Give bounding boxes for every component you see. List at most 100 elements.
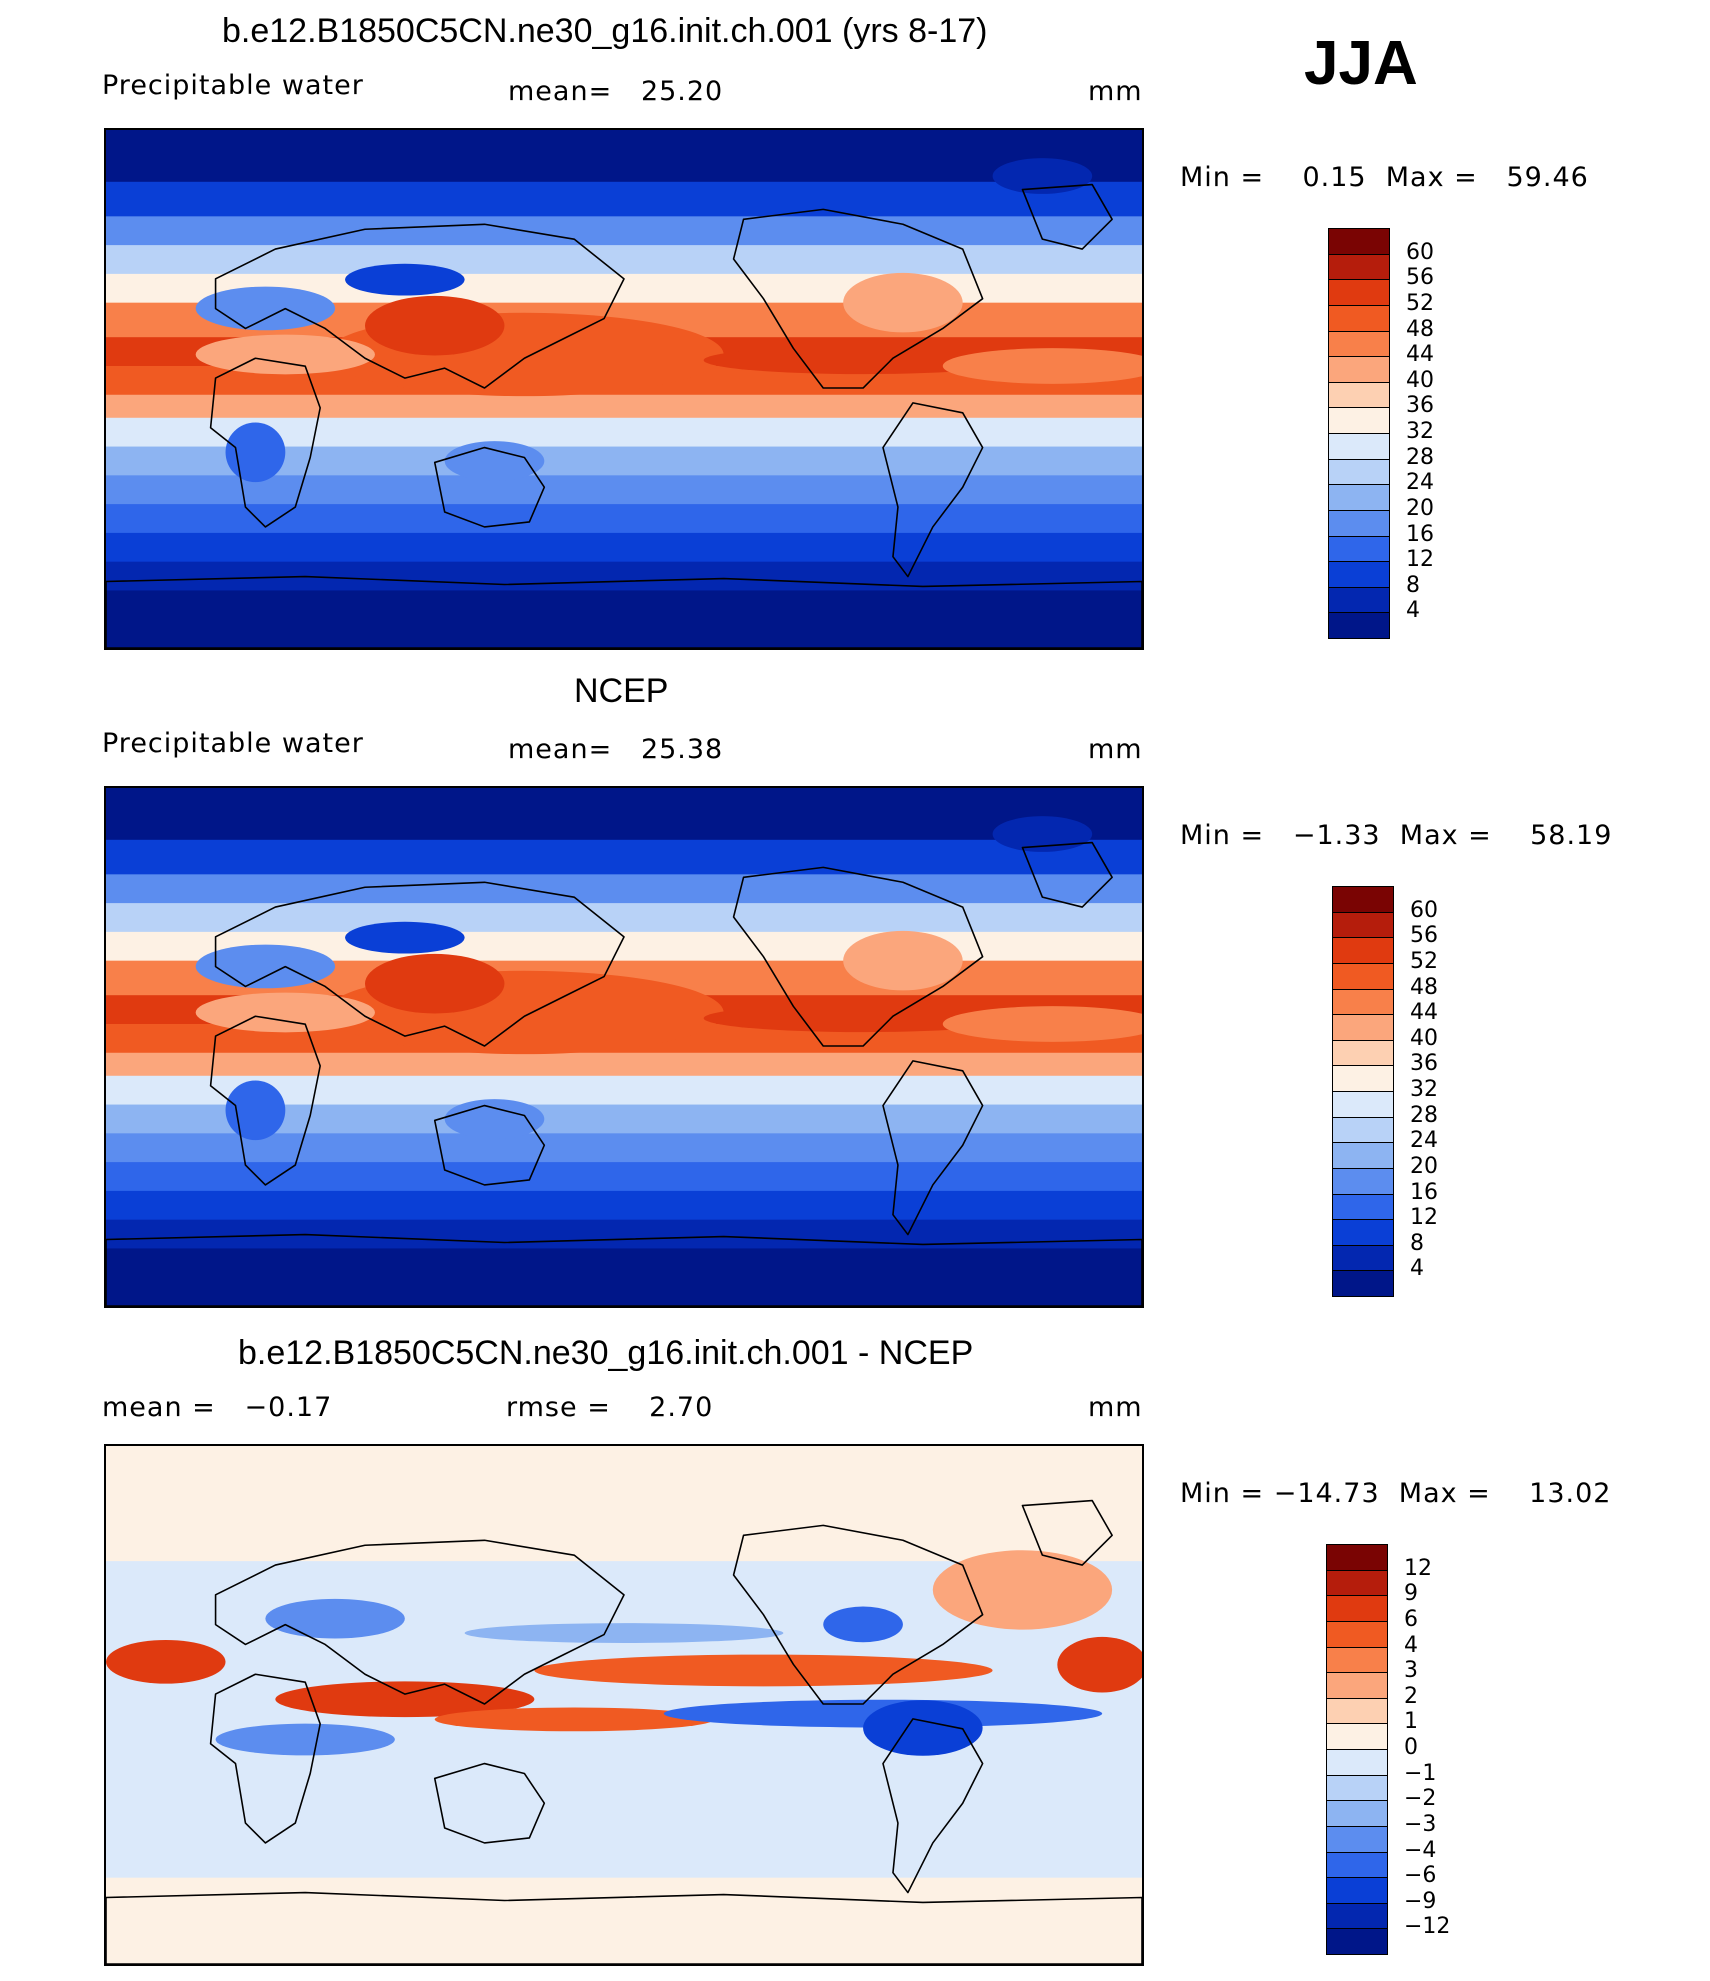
colorbar-swatch bbox=[1332, 1244, 1394, 1272]
panel-2-map bbox=[104, 786, 1144, 1308]
panel-1-minmax: Min = 0.15 Max = 59.46 bbox=[1180, 162, 1589, 193]
colorbar-tick-label: 6 bbox=[1404, 1606, 1418, 1632]
colorbar-tick-label: 44 bbox=[1406, 342, 1434, 368]
colorbar-tick-label: −3 bbox=[1404, 1811, 1437, 1837]
panel-1-variable-label: Precipitable water bbox=[102, 70, 364, 101]
colorbar-swatch bbox=[1326, 1825, 1388, 1853]
panel-1-map-svg bbox=[106, 130, 1142, 648]
colorbar-tick-label: 28 bbox=[1406, 444, 1434, 470]
panel-3-units-label: mm bbox=[1088, 1392, 1143, 1423]
colorbar-tick-label: 28 bbox=[1410, 1102, 1438, 1128]
colorbar-swatch bbox=[1328, 458, 1390, 486]
panel-2-mean-label: mean= 25.38 bbox=[508, 734, 724, 765]
colorbar-swatch bbox=[1332, 1039, 1394, 1067]
colorbar-swatch bbox=[1332, 911, 1394, 939]
colorbar-tick-label: 32 bbox=[1410, 1077, 1438, 1102]
colorbar-tick-label: 8 bbox=[1410, 1230, 1424, 1256]
colorbar-tick-label: 56 bbox=[1406, 265, 1434, 291]
colorbar-swatch bbox=[1326, 1902, 1388, 1930]
colorbar-tick-label: 9 bbox=[1404, 1581, 1418, 1607]
colorbar-swatch bbox=[1326, 1569, 1388, 1597]
colorbar-swatch bbox=[1326, 1928, 1388, 1955]
colorbar-swatch bbox=[1326, 1851, 1388, 1879]
panel-3-map-svg bbox=[106, 1446, 1142, 1964]
colorbar-tick-label: −2 bbox=[1404, 1786, 1437, 1812]
colorbar-tick-label: 0 bbox=[1404, 1735, 1418, 1760]
panel-2-map-svg bbox=[106, 788, 1142, 1306]
colorbar-swatch bbox=[1326, 1595, 1388, 1622]
colorbar-tick-label: 24 bbox=[1406, 470, 1434, 496]
colorbar-tick-label: 4 bbox=[1410, 1256, 1424, 1282]
panel-1-colorbar: 60 56 52 48 44 40 36 32 28 24 20 16 12 8 4 bbox=[1328, 228, 1434, 639]
colorbar-swatch bbox=[1332, 1014, 1394, 1041]
colorbar-tick-label: 48 bbox=[1410, 974, 1438, 1000]
colorbar-tick-label: 4 bbox=[1406, 598, 1420, 624]
panel-3-minmax: Min = −14.73 Max = 13.02 bbox=[1180, 1478, 1612, 1509]
colorbar-swatch bbox=[1332, 1091, 1394, 1118]
colorbar-swatch bbox=[1328, 228, 1390, 255]
panel-3-title: b.e12.B1850C5CN.ne30_g16.init.ch.001 - N… bbox=[238, 1334, 974, 1372]
colorbar-swatch bbox=[1326, 1774, 1388, 1802]
colorbar-swatch bbox=[1326, 1620, 1388, 1648]
colorbar-swatch bbox=[1332, 1142, 1394, 1169]
colorbar-swatch bbox=[1328, 561, 1390, 588]
colorbar-swatch bbox=[1328, 535, 1390, 563]
panel-1-title: b.e12.B1850C5CN.ne30_g16.init.ch.001 (yr… bbox=[222, 12, 988, 50]
colorbar-tick-label: 44 bbox=[1410, 1000, 1438, 1026]
panel-1-map bbox=[104, 128, 1144, 650]
panel-2-minmax: Min = −1.33 Max = 58.19 bbox=[1180, 820, 1613, 851]
colorbar-swatch bbox=[1332, 937, 1394, 964]
colorbar-swatch bbox=[1326, 1749, 1388, 1776]
colorbar-swatch bbox=[1332, 886, 1394, 913]
colorbar-tick-label: 3 bbox=[1404, 1658, 1418, 1684]
colorbar-swatch bbox=[1328, 433, 1390, 460]
colorbar-tick-label: 56 bbox=[1410, 923, 1438, 949]
panel-3-rmse-label: rmse = 2.70 bbox=[506, 1392, 714, 1423]
colorbar-swatch bbox=[1332, 1193, 1394, 1221]
panel-3-colorbar: 12 9 6 4 3 2 1 0 −1 −2 −3 −4 −6 −9 −12 bbox=[1326, 1544, 1450, 1955]
panel-2-colorbar: 60 56 52 48 44 40 36 32 28 24 20 16 12 8 4 bbox=[1332, 886, 1438, 1297]
colorbar-swatch bbox=[1326, 1877, 1388, 1904]
colorbar-tick-label: 16 bbox=[1406, 521, 1434, 547]
colorbar-tick-label: 4 bbox=[1404, 1632, 1418, 1658]
colorbar-tick-label: 20 bbox=[1410, 1153, 1438, 1179]
colorbar-swatch bbox=[1328, 612, 1390, 639]
colorbar-swatch bbox=[1328, 330, 1390, 358]
colorbar-tick-label: 60 bbox=[1406, 239, 1434, 265]
colorbar-swatch bbox=[1328, 304, 1390, 332]
colorbar-tick-label: 40 bbox=[1410, 1025, 1438, 1051]
colorbar-swatch bbox=[1332, 962, 1394, 990]
colorbar-swatch bbox=[1328, 253, 1390, 281]
colorbar-tick-label: 24 bbox=[1410, 1128, 1438, 1154]
colorbar-swatch bbox=[1326, 1544, 1388, 1571]
colorbar-swatch bbox=[1328, 381, 1390, 409]
colorbar-tick-label: 20 bbox=[1406, 495, 1434, 521]
colorbar-swatch bbox=[1332, 1116, 1394, 1144]
season-label: JJA bbox=[1304, 29, 1418, 98]
colorbar-swatch bbox=[1326, 1723, 1388, 1750]
colorbar-swatch bbox=[1326, 1672, 1388, 1699]
colorbar-swatch bbox=[1328, 279, 1390, 306]
panel-1-units-label: mm bbox=[1088, 76, 1143, 107]
colorbar-swatch bbox=[1326, 1697, 1388, 1725]
panel-2-title: NCEP bbox=[574, 672, 669, 710]
colorbar-tick-label: −1 bbox=[1404, 1760, 1437, 1786]
colorbar-swatch bbox=[1328, 356, 1390, 383]
colorbar-tick-label: 12 bbox=[1406, 547, 1434, 573]
colorbar-swatch bbox=[1332, 1167, 1394, 1195]
colorbar-tick-label: 12 bbox=[1410, 1205, 1438, 1231]
colorbar-tick-label: 36 bbox=[1410, 1051, 1438, 1077]
colorbar-tick-label: 48 bbox=[1406, 316, 1434, 342]
colorbar-swatch bbox=[1332, 988, 1394, 1016]
colorbar-tick-label: 52 bbox=[1410, 948, 1438, 974]
panel-1-mean-label: mean= 25.20 bbox=[508, 76, 724, 107]
colorbar-tick-label: 36 bbox=[1406, 393, 1434, 419]
colorbar-tick-label: −12 bbox=[1404, 1914, 1451, 1940]
colorbar-tick-label: −6 bbox=[1404, 1863, 1437, 1889]
colorbar-tick-label: 52 bbox=[1406, 290, 1434, 316]
colorbar-tick-label: 2 bbox=[1404, 1683, 1418, 1709]
colorbar-swatch bbox=[1328, 484, 1390, 511]
colorbar-tick-label: −9 bbox=[1404, 1888, 1437, 1914]
colorbar-tick-label: 1 bbox=[1404, 1709, 1418, 1735]
colorbar-swatch bbox=[1328, 509, 1390, 537]
